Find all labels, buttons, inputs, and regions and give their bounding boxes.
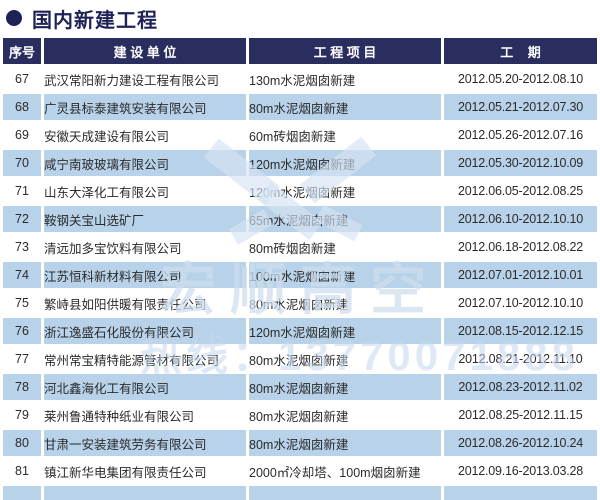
table-row: 70 咸宁南玻玻璃有限公司 120m水泥烟囱新建 2012.05.30-2012.10… [3,150,597,176]
cell-company: 甘肃一安装建筑劳务有限公司 [44,430,246,456]
cell-period: 2012.08.23-2012.11.02 [444,374,597,400]
cell-no: 76 [3,318,41,344]
cell-no: 80 [3,430,41,456]
table-header-row: 序号 建 设 单 位 工 程 项 目 工 期 [3,38,597,64]
table-row: 71 山东大泽化工有限公司 120m水泥烟囱新建 2012.06.05-2012.08… [3,178,597,204]
table-row-partial [3,486,597,500]
cell-company: 浙江逸盛石化股份有限公司 [44,318,246,344]
cell-company: 繁峙县如阳供暖有限责任公司 [44,290,246,316]
table-row: 73 清远加多宝饮料有限公司 80m砖烟囱新建 2012.06.18-2012.08.… [3,234,597,260]
cell-project: 80m水泥烟囱新建 [249,374,441,400]
cell-project: 80m水泥烟囱新建 [249,94,441,120]
cell-company: 广灵县标泰建筑安装有限公司 [44,94,246,120]
cell-company: 常州常宝精特能源管材有限公司 [44,346,246,372]
cell-period: 2012.05.30-2012.10.09 [444,150,597,176]
cell-no: 79 [3,402,41,428]
cell-project: 80m水泥烟囱新建 [249,290,441,316]
col-header-project: 工 程 项 目 [249,38,441,64]
table-row: 75 繁峙县如阳供暖有限责任公司 80m水泥烟囱新建 2012.07.10-2012.… [3,290,597,316]
cell-no: 70 [3,150,41,176]
cell-project: 120m水泥烟囱新建 [249,150,441,176]
cell-period: 2012.05.20-2012.08.10 [444,66,597,92]
cell-company: 清远加多宝饮料有限公司 [44,234,246,260]
cell-company: 鞍钢关宝山选矿厂 [44,206,246,232]
cell-no [3,486,41,500]
cell-no: 73 [3,234,41,260]
table-row: 80 甘肃一安装建筑劳务有限公司 80m水泥烟囱新建 2012.08.26-2012.… [3,430,597,456]
cell-project: 80m水泥烟囱新建 [249,402,441,428]
cell-project: 80m水泥烟囱新建 [249,430,441,456]
cell-company: 江苏恒科新材料有限公司 [44,262,246,288]
cell-company: 镇江新华电集团有限责任公司 [44,458,246,484]
cell-period: 2012.08.25-2012.11.15 [444,402,597,428]
cell-no: 77 [3,346,41,372]
cell-no: 69 [3,122,41,148]
table-row: 74 江苏恒科新材料有限公司 100m水泥烟囱新建 2012.07.01-2012.1… [3,262,597,288]
cell-project: 2000㎡冷却塔、100m烟囱新建 [249,458,441,484]
table-row: 77 常州常宝精特能源管材有限公司 80m水泥烟囱新建 2012.08.21-2012… [3,346,597,372]
cell-period: 2012.05.26-2012.07.16 [444,122,597,148]
cell-company [44,486,246,500]
cell-project: 80m水泥烟囱新建 [249,346,441,372]
cell-project [249,486,441,500]
projects-table: 序号 建 设 单 位 工 程 项 目 工 期 67 武汉常阳新力建设工程有限公司 1… [0,36,600,500]
cell-company: 武汉常阳新力建设工程有限公司 [44,66,246,92]
cell-no: 75 [3,290,41,316]
table-row: 68 广灵县标泰建筑安装有限公司 80m水泥烟囱新建 2012.05.21-2012.… [3,94,597,120]
cell-project: 130m水泥烟囱新建 [249,66,441,92]
cell-project: 120m水泥烟囱新建 [249,318,441,344]
table-row: 72 鞍钢关宝山选矿厂 65m水泥烟囱新建 2012.06.10-2012.10.10 [3,206,597,232]
cell-period: 2012.05.21-2012.07.30 [444,94,597,120]
bullet-icon [6,10,22,26]
cell-period: 2012.06.18-2012.08.22 [444,234,597,260]
cell-project: 60m砖烟囱新建 [249,122,441,148]
cell-project: 120m水泥烟囱新建 [249,178,441,204]
cell-company: 安徽天成建设有限公司 [44,122,246,148]
cell-no: 72 [3,206,41,232]
cell-no: 67 [3,66,41,92]
cell-company: 莱州鲁通特种纸业有限公司 [44,402,246,428]
cell-no: 81 [3,458,41,484]
cell-period: 2012.08.21-2012.11.10 [444,346,597,372]
table-row: 81 镇江新华电集团有限责任公司 2000㎡冷却塔、100m烟囱新建 2012.09.… [3,458,597,484]
table-row: 79 莱州鲁通特种纸业有限公司 80m水泥烟囱新建 2012.08.25-2012.1… [3,402,597,428]
cell-period: 2012.06.05-2012.08.25 [444,178,597,204]
cell-period: 2012.07.10-2012.10.10 [444,290,597,316]
cell-company: 河北鑫海化工有限公司 [44,374,246,400]
table-row: 78 河北鑫海化工有限公司 80m水泥烟囱新建 2012.08.23-2012.11.… [3,374,597,400]
page-title: 国内新建工程 [0,0,600,36]
col-header-company: 建 设 单 位 [44,38,246,64]
cell-no: 78 [3,374,41,400]
cell-no: 68 [3,94,41,120]
cell-project: 65m水泥烟囱新建 [249,206,441,232]
table-row: 76 浙江逸盛石化股份有限公司 120m水泥烟囱新建 2012.08.15-2012.… [3,318,597,344]
cell-period: 2012.09.16-2013.03.28 [444,458,597,484]
page-title-text: 国内新建工程 [32,9,158,32]
cell-period: 2012.08.26-2012.10.24 [444,430,597,456]
col-header-period: 工 期 [444,38,597,64]
cell-period: 2012.08.15-2012.12.15 [444,318,597,344]
col-header-no: 序号 [3,38,41,64]
cell-company: 咸宁南玻玻璃有限公司 [44,150,246,176]
cell-project: 100m水泥烟囱新建 [249,262,441,288]
cell-company: 山东大泽化工有限公司 [44,178,246,204]
cell-period: 2012.06.10-2012.10.10 [444,206,597,232]
cell-no: 71 [3,178,41,204]
table-row: 69 安徽天成建设有限公司 60m砖烟囱新建 2012.05.26-2012.07.1… [3,122,597,148]
cell-project: 80m砖烟囱新建 [249,234,441,260]
cell-period [444,486,597,500]
table-row: 67 武汉常阳新力建设工程有限公司 130m水泥烟囱新建 2012.05.20-201… [3,66,597,92]
cell-no: 74 [3,262,41,288]
cell-period: 2012.07.01-2012.10.01 [444,262,597,288]
